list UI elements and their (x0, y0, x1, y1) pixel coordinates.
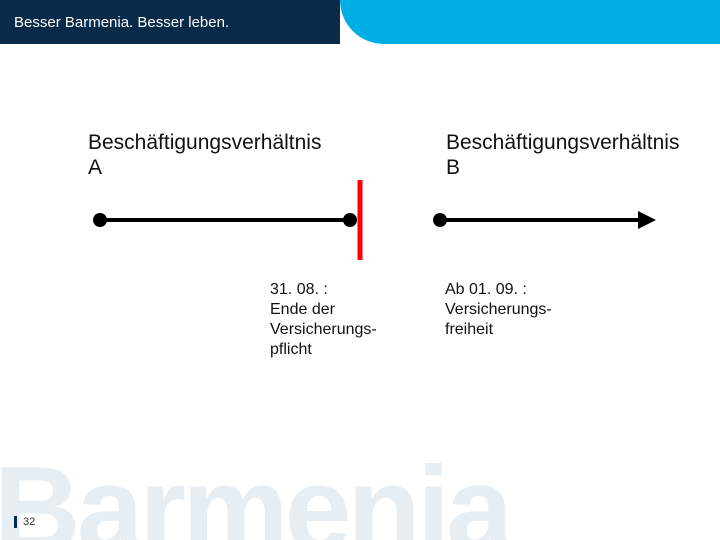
timeline-segment-a (100, 218, 350, 222)
timeline-dot (433, 213, 447, 227)
label-employment-a: Beschäftigungsverhältnis A (88, 130, 321, 180)
page-number-tick (14, 516, 17, 528)
timeline-dot (343, 213, 357, 227)
slide: { "brand": { "tagline": "Besser Barmenia… (0, 0, 720, 540)
timeline-dot (93, 213, 107, 227)
brand-tagline: Besser Barmenia. Besser leben. (14, 14, 229, 31)
brand-bar-dark: Besser Barmenia. Besser leben. (0, 0, 340, 44)
page-number-value: 32 (23, 516, 35, 528)
label-employment-a-text: Beschäftigungsverhältnis A (88, 131, 321, 179)
brand-bar-light (340, 0, 720, 44)
annotation-freedom-text: Ab 01. 09. : Versicherungs- freiheit (445, 281, 552, 338)
annotation-end-duty: 31. 08. : Ende der Versicherungs- pflich… (270, 280, 377, 360)
timeline-divider (358, 180, 363, 260)
annotation-end-duty-text: 31. 08. : Ende der Versicherungs- pflich… (270, 281, 377, 358)
annotation-freedom: Ab 01. 09. : Versicherungs- freiheit (445, 280, 552, 340)
timeline-arrowhead (638, 211, 656, 229)
watermark: Barmenia (0, 440, 509, 540)
label-employment-b-text: Beschäftigungsverhältnis B (446, 131, 679, 179)
label-employment-b: Beschäftigungsverhältnis B (446, 130, 679, 180)
page-number: 32 (14, 516, 35, 528)
timeline-segment-b (440, 218, 640, 222)
